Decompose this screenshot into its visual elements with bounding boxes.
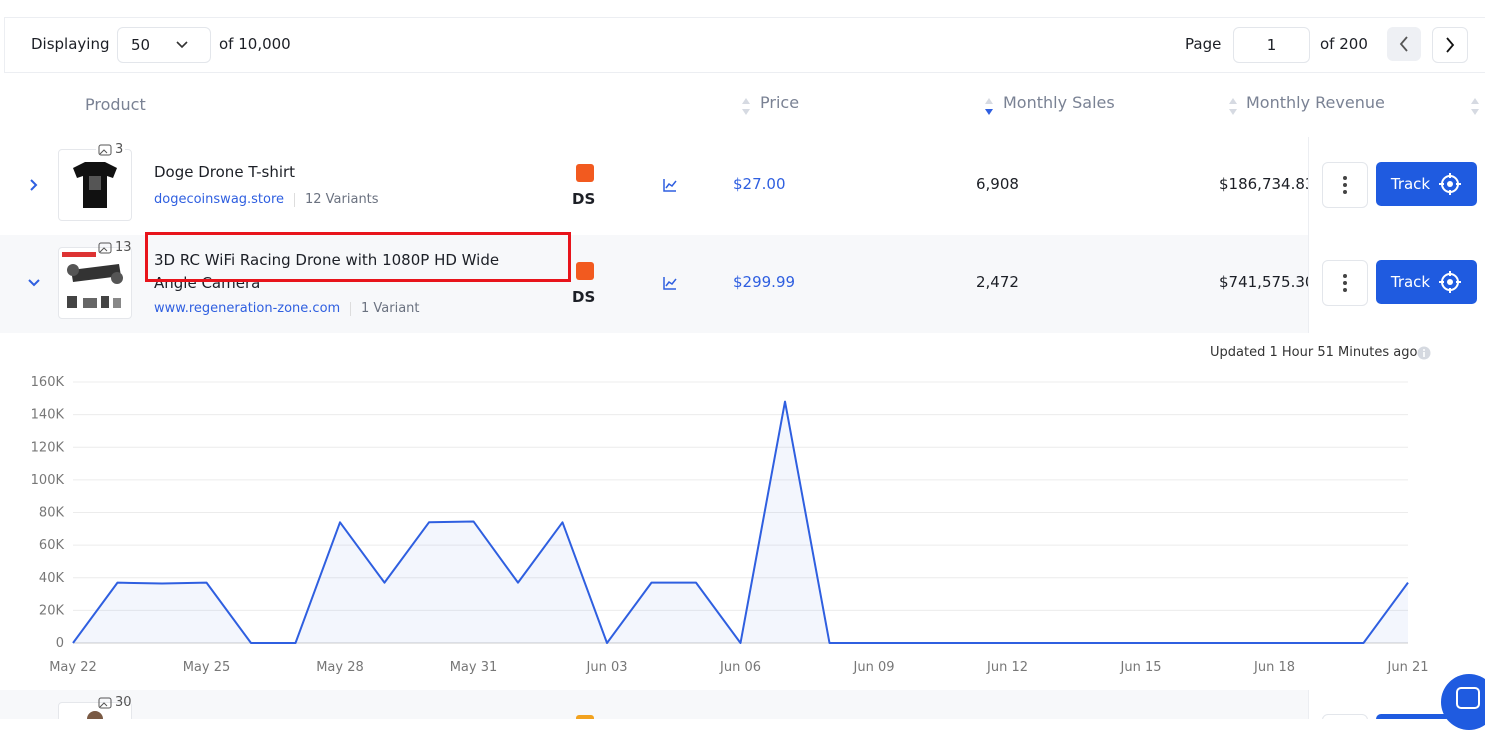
store-link[interactable]: www.regeneration-zone.com bbox=[154, 301, 341, 316]
total-count: of 10,000 bbox=[219, 35, 291, 53]
column-header[interactable]: Monthly Sales bbox=[1003, 93, 1115, 112]
aliexpress-icon bbox=[576, 164, 594, 182]
x-tick-label: Jun 21 bbox=[1387, 660, 1429, 675]
y-tick-label: 0 bbox=[56, 636, 64, 651]
prev-page[interactable] bbox=[1387, 27, 1421, 61]
table-row[interactable]: 30 bbox=[0, 690, 1485, 719]
sort-icon bbox=[742, 98, 750, 115]
info-icon[interactable] bbox=[1417, 346, 1431, 360]
trend-icon[interactable] bbox=[662, 275, 678, 291]
monthly-sales: 6,908 bbox=[976, 175, 1019, 193]
collapse-icon[interactable] bbox=[27, 277, 41, 289]
product-thumbnail bbox=[58, 247, 132, 319]
monthly-revenue: $186,734.83 bbox=[1219, 175, 1308, 193]
y-tick-label: 20K bbox=[39, 603, 65, 618]
x-tick-label: May 22 bbox=[49, 660, 97, 675]
source-label: DS bbox=[572, 288, 596, 306]
image-count: 3 bbox=[96, 142, 126, 157]
store-link[interactable]: dogecoinswag.store bbox=[154, 192, 285, 207]
x-tick-label: May 25 bbox=[183, 660, 231, 675]
track-text: Track bbox=[1390, 273, 1431, 291]
x-tick-label: May 31 bbox=[450, 660, 498, 675]
y-tick-label: 160K bbox=[31, 375, 65, 390]
y-tick-label: 40K bbox=[39, 571, 65, 586]
y-tick-label: 100K bbox=[31, 473, 65, 488]
page-total: of 200 bbox=[1320, 35, 1368, 53]
column-header[interactable]: Price bbox=[760, 93, 800, 112]
page-label: Page bbox=[1185, 35, 1222, 53]
page-size-select[interactable]: 50 bbox=[117, 27, 211, 63]
expand-icon[interactable] bbox=[28, 178, 40, 192]
line-area bbox=[73, 401, 1408, 643]
next-page[interactable] bbox=[1432, 27, 1468, 63]
more-button[interactable] bbox=[1322, 260, 1368, 306]
image-count-text: 13 bbox=[115, 240, 132, 255]
product-thumbnail bbox=[58, 702, 132, 719]
updated-text: Updated 1 Hour 51 Minutes ago bbox=[1210, 345, 1418, 360]
highlight-box bbox=[145, 232, 571, 282]
product-name[interactable]: Doge Drone T-shirt bbox=[154, 163, 296, 181]
sort-icon bbox=[1229, 98, 1237, 115]
x-tick-label: May 28 bbox=[316, 660, 364, 675]
image-count-text: 3 bbox=[115, 142, 124, 157]
y-tick-label: 120K bbox=[31, 440, 65, 455]
x-tick-label: Jun 03 bbox=[586, 660, 628, 675]
image-count-text: 30 bbox=[115, 695, 132, 710]
image-count: 30 bbox=[96, 695, 134, 710]
product-thumbnail bbox=[58, 149, 132, 221]
more-button[interactable] bbox=[1322, 162, 1368, 208]
toolbar bbox=[4, 17, 1485, 73]
line bbox=[72, 400, 1409, 644]
displaying-label: Displaying bbox=[31, 35, 110, 53]
variants: 1 Variant bbox=[361, 301, 420, 316]
page-size: 50 bbox=[131, 36, 151, 54]
price: $27.00 bbox=[733, 175, 786, 193]
x-tick-label: Jun 18 bbox=[1253, 660, 1295, 675]
sort-icon bbox=[1471, 98, 1479, 115]
page-input[interactable]: 1 bbox=[1233, 27, 1310, 63]
table-row[interactable]: 3 Doge Drone T-shirt dogecoinswag.store … bbox=[0, 137, 1485, 235]
image-count: 13 bbox=[96, 240, 134, 255]
column-header[interactable]: Monthly Revenue bbox=[1246, 93, 1385, 112]
y-tick-label: 60K bbox=[39, 538, 65, 553]
sales-chart: 0 20K 40K 60K 80K 100K 120K 140K 160K May 22 May 2… bbox=[31, 375, 1429, 675]
track-text: Track bbox=[1390, 175, 1431, 193]
product-name[interactable]: 3D RC WiFi Racing Drone with 1080P HD Wi… bbox=[154, 251, 500, 292]
chevron-right bbox=[1446, 37, 1455, 53]
x-tick-label: Jun 15 bbox=[1120, 660, 1162, 675]
y-tick-label: 80K bbox=[39, 506, 65, 521]
monthly-sales: 2,472 bbox=[976, 273, 1019, 291]
sort-icon bbox=[985, 98, 993, 115]
trend-icon[interactable] bbox=[662, 177, 678, 193]
column-header[interactable]: Product bbox=[85, 95, 146, 114]
monthly-revenue: $741,575.30 bbox=[1219, 273, 1308, 291]
price: $299.99 bbox=[733, 273, 796, 291]
chevron-left bbox=[1399, 36, 1408, 52]
y-tick-label: 140K bbox=[31, 408, 65, 423]
track-button[interactable]: Track bbox=[1376, 162, 1477, 206]
page-number: 1 bbox=[1266, 36, 1277, 54]
chevron-down bbox=[176, 41, 188, 49]
table-row[interactable]: 13 3D RC WiFi Racing Drone with 1080P HD… bbox=[0, 232, 1485, 333]
x-tick-label: Jun 12 bbox=[986, 660, 1028, 675]
aliexpress-icon bbox=[576, 262, 594, 280]
source-label: DS bbox=[572, 190, 596, 208]
x-tick-label: Jun 09 bbox=[853, 660, 895, 675]
x-tick-label: Jun 06 bbox=[719, 660, 761, 675]
variants: 12 Variants bbox=[305, 192, 379, 207]
page: {"toolbar":{"displaying_label":"Displayi… bbox=[0, 17, 1485, 730]
chat-button[interactable] bbox=[1441, 674, 1485, 730]
track-button[interactable]: Track bbox=[1376, 260, 1477, 304]
